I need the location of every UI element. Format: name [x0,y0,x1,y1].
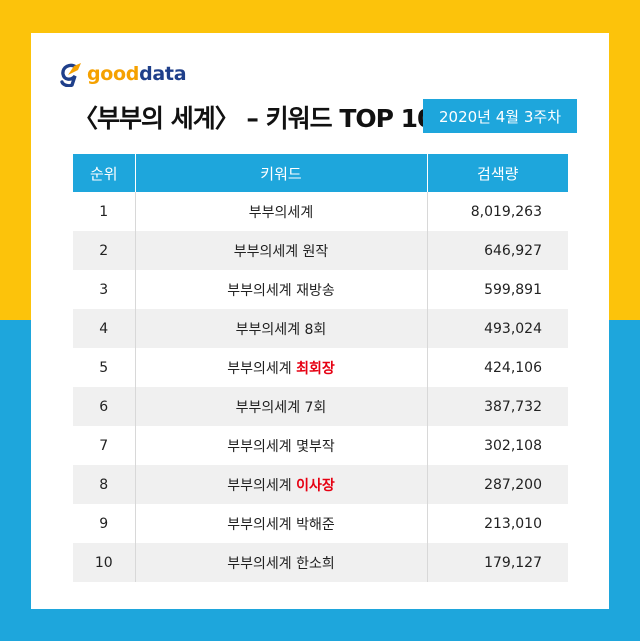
volume-cell: 599,891 [484,281,542,298]
volume-cell: 179,127 [427,543,568,582]
rank-cell: 3 [73,270,136,309]
keyword-cell: 부부의세계 7회 [135,387,428,426]
volume-cell: 302,108 [484,437,542,454]
table-row: 10 부부의세계 한소희 179,127 [73,543,568,582]
table-row: 8 부부의세계 이사장 287,200 [73,465,568,504]
table-row: 4 부부의세계 8회 493,024 [73,309,568,348]
keyword-cell: 부부의세계 8회 [135,309,428,348]
keyword-text: 부부의세계 몇부작 [227,438,335,455]
gooddata-logo: gooddata [59,59,187,89]
date-badge: 2020년 4월 3주차 [423,99,577,133]
header-volume: 검색량 [426,154,568,192]
keyword-cell: 부부의세계 이사장 [135,465,428,504]
keyword-cell: 부부의세계 박해준 [135,504,428,543]
keyword-text: 부부의세계 한소희 [227,555,335,572]
keyword-cell: 부부의세계 재방송 [135,270,428,309]
rank-cell: 4 [73,309,136,348]
keyword-text: 부부의세계 [227,360,297,377]
rank-cell: 7 [73,426,136,465]
keyword-text: 부부의세계 [227,477,297,494]
rank-cell: 6 [73,387,136,426]
header-rank: 순위 [73,154,135,192]
table-header-row: 순위 키워드 검색량 [73,154,568,192]
keyword-cell: 부부의세계 원작 [135,231,428,270]
keyword-table: 순위 키워드 검색량 1 부부의세계 8,019,263 2 부부의세계 원작 … [73,154,568,582]
keyword-cell: 부부의세계 몇부작 [135,426,428,465]
table-row: 6 부부의세계 7회 387,732 [73,387,568,426]
volume-cell: 424,106 [484,359,542,376]
keyword-highlight: 이사장 [296,477,335,494]
rank-cell: 1 [73,192,136,231]
keyword-cell: 부부의세계 [135,192,428,231]
keyword-cell: 부부의세계 한소희 [135,543,428,582]
keyword-highlight: 최회장 [296,360,335,377]
volume-cell: 493,024 [427,309,568,348]
table-row: 7 부부의세계 몇부작 302,108 [73,426,568,465]
rank-cell: 8 [73,465,136,504]
volume-cell: 8,019,263 [470,203,542,220]
volume-cell: 287,200 [427,465,568,504]
rank-cell: 10 [73,543,136,582]
content-card: gooddata 〈부부의 세계〉 – 키워드 TOP 10 2020년 4월 … [31,33,609,609]
table-row: 1 부부의세계 8,019,263 [73,192,568,231]
table-row: 2 부부의세계 원작 646,927 [73,231,568,270]
keyword-text: 부부의세계 원작 [233,243,329,260]
volume-cell: 387,732 [427,387,568,426]
page-title: 〈부부의 세계〉 – 키워드 TOP 10 [73,104,434,133]
keyword-text: 부부의세계 8회 [235,321,327,338]
table-row: 5 부부의세계 최회장 424,106 [73,348,568,387]
keyword-cell: 부부의세계 최회장 [135,348,428,387]
keyword-text: 부부의세계 재방송 [227,282,335,299]
rank-cell: 5 [73,348,136,387]
header-keyword: 키워드 [134,154,427,192]
keyword-text: 부부의세계 [248,204,314,221]
table-row: 9 부부의세계 박해준 213,010 [73,504,568,543]
rank-cell: 9 [73,504,136,543]
rank-cell: 2 [73,231,136,270]
gooddata-logo-icon [60,63,81,87]
keyword-text: 부부의세계 박해준 [227,516,335,533]
keyword-text: 부부의세계 7회 [235,399,327,416]
table-row: 3 부부의세계 재방송 599,891 [73,270,568,309]
volume-cell: 646,927 [427,231,568,270]
gooddata-wordmark: gooddata [87,63,187,85]
volume-cell: 213,010 [484,515,542,532]
